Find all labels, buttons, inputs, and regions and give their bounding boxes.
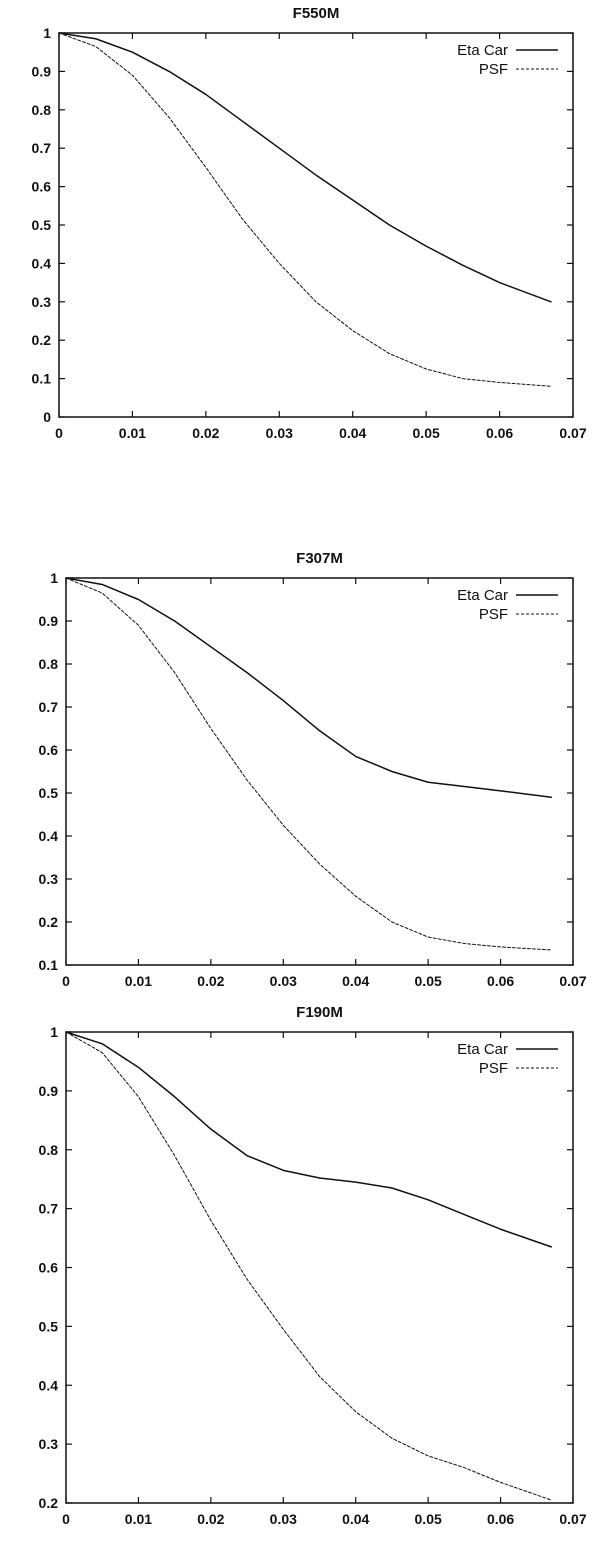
- y-tick-label: 0.3: [39, 871, 59, 887]
- y-tick-label: 0.2: [39, 1495, 59, 1511]
- x-tick-label: 0.03: [270, 1511, 297, 1527]
- legend-label-psf: PSF: [479, 606, 508, 623]
- y-tick-label: 0.8: [39, 656, 59, 672]
- y-tick-label: 0.5: [39, 1318, 59, 1334]
- y-tick-label: 0.2: [32, 332, 52, 348]
- chart-title: F307M: [296, 550, 343, 567]
- x-tick-label: 0.05: [415, 973, 442, 989]
- series-line-psf: [65, 1031, 552, 1501]
- series-line-eta-car: [65, 577, 553, 799]
- chart-3: F190M 0 0.01 0.02 0.03 0.04 0.05 0.06 0.07 0.2 0.3…: [39, 1004, 587, 1527]
- x-tick-label: 0.02: [197, 973, 224, 989]
- y-tick-label: 0.3: [39, 1436, 59, 1452]
- series-line-eta-car: [65, 1031, 553, 1248]
- x-tick-label: 0.02: [197, 1511, 224, 1527]
- y-tick-label: 0: [43, 409, 51, 425]
- x-tick-label: 0.03: [266, 425, 293, 441]
- x-tick-label: 0.01: [125, 973, 152, 989]
- y-tick-label: 1: [50, 1024, 58, 1040]
- y-tick-label: 1: [50, 570, 58, 586]
- x-tick-label: 0.04: [342, 1511, 369, 1527]
- y-tick-label: 0.4: [39, 1377, 59, 1393]
- x-tick-label: 0.01: [125, 1511, 152, 1527]
- chart-title: F190M: [296, 1004, 343, 1021]
- y-tick-label: 0.8: [39, 1142, 59, 1158]
- x-tick-label: 0.05: [413, 425, 440, 441]
- legend-label-psf: PSF: [479, 1060, 508, 1077]
- x-tick-label: 0.07: [559, 1511, 586, 1527]
- x-tick-label: 0.02: [192, 425, 219, 441]
- y-tick-label: 0.4: [32, 255, 52, 271]
- series-line-eta-car: [58, 32, 552, 303]
- series-line-psf: [65, 577, 552, 951]
- y-tick-label: 0.1: [32, 371, 52, 387]
- chart-title: F550M: [293, 5, 340, 22]
- y-tick-label: 1: [43, 25, 51, 41]
- x-tick-label: 0: [55, 425, 63, 441]
- y-tick-label: 0.9: [39, 613, 59, 629]
- y-tick-label: 0.8: [32, 102, 52, 118]
- series-line-psf: [58, 32, 552, 387]
- x-tick-label: 0.04: [339, 425, 366, 441]
- x-tick-label: 0.01: [119, 425, 146, 441]
- y-tick-label: 0.4: [39, 828, 59, 844]
- legend-label-psf: PSF: [479, 61, 508, 78]
- x-tick-label: 0.07: [559, 425, 586, 441]
- plot-frame: [58, 32, 574, 418]
- chart-1: F550M 0 0.01 0.02 0.03 0.04 0.05 0.06 0.07 0 0.1 0.…: [32, 5, 587, 441]
- y-tick-label: 0.1: [39, 957, 59, 973]
- plot-frame: [65, 577, 574, 966]
- y-tick-label: 0.5: [32, 217, 52, 233]
- y-tick-label: 0.6: [39, 742, 59, 758]
- y-tick-label: 0.9: [32, 63, 52, 79]
- y-tick-label: 0.6: [39, 1260, 59, 1276]
- x-tick-label: 0: [62, 1511, 70, 1527]
- y-tick-label: 0.6: [32, 179, 52, 195]
- y-tick-label: 0.5: [39, 785, 59, 801]
- y-tick-label: 0.7: [32, 140, 52, 156]
- y-tick-label: 0.7: [39, 1201, 59, 1217]
- x-tick-label: 0.03: [270, 973, 297, 989]
- x-tick-label: 0: [62, 973, 70, 989]
- x-tick-label: 0.04: [342, 973, 369, 989]
- y-tick-label: 0.9: [39, 1083, 59, 1099]
- legend-label-eta-car: Eta Car: [457, 587, 508, 604]
- x-tick-label: 0.06: [486, 425, 513, 441]
- x-tick-label: 0.06: [487, 973, 514, 989]
- y-tick-label: 0.7: [39, 699, 59, 715]
- x-tick-label: 0.05: [415, 1511, 442, 1527]
- legend-label-eta-car: Eta Car: [457, 42, 508, 59]
- y-tick-label: 0.2: [39, 914, 59, 930]
- y-tick-label: 0.3: [32, 294, 52, 310]
- x-tick-label: 0.07: [559, 973, 586, 989]
- legend-label-eta-car: Eta Car: [457, 1041, 508, 1058]
- x-tick-label: 0.06: [487, 1511, 514, 1527]
- chart-2: F307M 0 0.01 0.02 0.03 0.04 0.05 0.06 0.07 0.1 0.2…: [39, 550, 587, 989]
